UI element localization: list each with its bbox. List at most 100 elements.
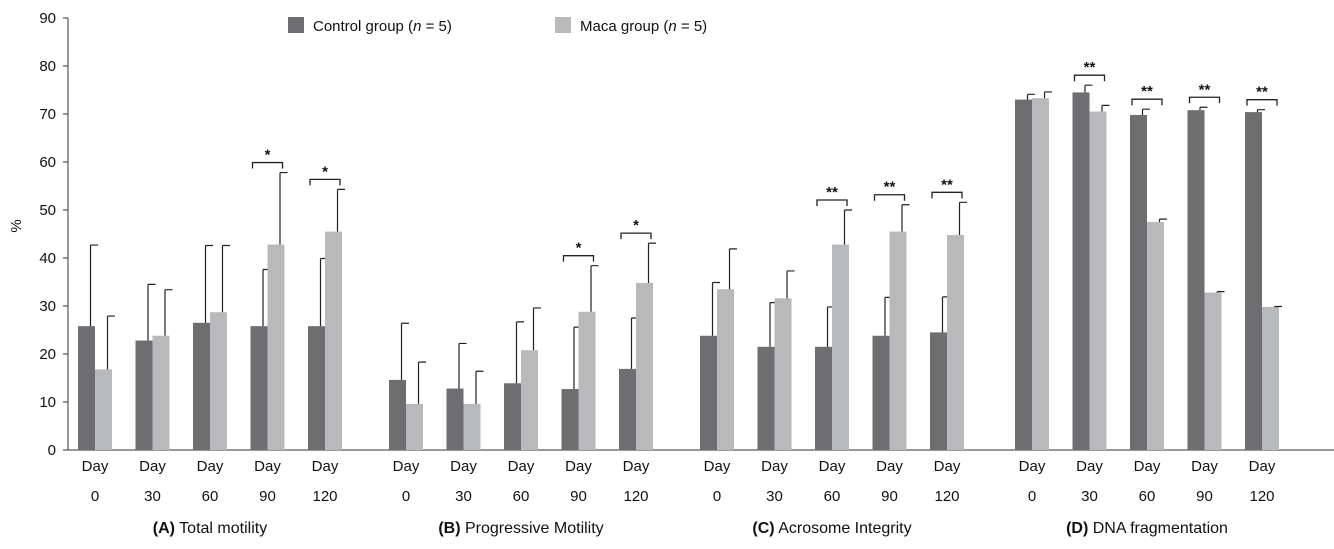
bar [815,347,832,450]
error-bar [591,266,599,312]
category-label-number: 0 [402,488,410,505]
category-label-day: Day [393,458,420,475]
panel-title: (C) Acrosome Integrity [752,520,911,537]
category-label-number: 90 [1196,488,1213,505]
bar [562,389,579,450]
category-label-number: 60 [824,488,841,505]
category-label-day: Day [1076,458,1103,475]
category-label-day: Day [1249,458,1276,475]
bar [832,245,849,450]
legend-label: Maca group (n = 5) [580,18,707,35]
error-bar [1102,105,1110,111]
error-bar [338,189,346,231]
bar [775,298,792,450]
error-bar [787,271,795,298]
y-tick-label: 70 [39,106,56,123]
y-tick-label: 10 [39,394,56,411]
bar [78,326,95,450]
error-bar [1085,85,1093,92]
category-label-number: 0 [713,488,721,505]
bar [95,369,112,450]
bar [1188,110,1205,450]
error-bar [1160,219,1168,222]
error-bar [1200,107,1208,110]
y-tick-label: 20 [39,346,56,363]
bar [619,369,636,450]
error-bar [459,343,467,388]
category-label-day: Day [623,458,650,475]
category-label-number: 0 [91,488,99,505]
significance-marker: ** [1141,83,1153,100]
bar [890,232,907,450]
significance-marker: * [576,240,582,257]
legend: Control group (n = 5) Maca group (n = 5) [288,17,707,35]
bar [1032,98,1049,450]
category-label-day: Day [704,458,731,475]
error-bar [1258,110,1266,112]
error-bar [223,246,231,313]
bar [268,245,285,450]
bar [930,332,947,450]
bar [636,283,653,450]
error-bar [1045,92,1053,98]
category-label-day: Day [876,458,903,475]
category-label-day: Day [508,458,535,475]
category-label-number: 90 [570,488,587,505]
error-bar [402,323,410,380]
bar [153,336,170,450]
error-bar [165,290,173,336]
bar [251,326,268,450]
y-tick-label: 60 [39,154,56,171]
bar [1262,307,1279,450]
legend-label: Control group (n = 5) [313,18,452,35]
y-tick-label: 90 [39,10,56,27]
significance-marker: ** [826,184,838,201]
category-label-day: Day [139,458,166,475]
bar [464,404,481,450]
significance-marker: ** [941,176,953,193]
bar [136,341,153,450]
category-label-number: 90 [259,488,276,505]
error-bar [91,245,99,326]
bar [504,383,521,450]
y-tick-label: 50 [39,202,56,219]
significance-marker: * [265,147,271,164]
significance-marker: ** [1256,84,1268,101]
category-label-number: 30 [455,488,472,505]
bar [947,235,964,450]
category-label-number: 60 [513,488,530,505]
category-label-day: Day [82,458,109,475]
category-label-day: Day [450,458,477,475]
y-tick-label: 80 [39,58,56,75]
category-label-number: 120 [312,488,337,505]
category-label-number: 30 [144,488,161,505]
panel-title: (D) DNA fragmentation [1066,520,1228,537]
y-axis-title: % [8,219,25,232]
bar [389,380,406,450]
bar [193,323,210,450]
error-bar [649,243,657,283]
significance-marker: ** [1199,81,1211,98]
category-label-day: Day [197,458,224,475]
bar [1090,112,1107,450]
bar [1245,112,1262,450]
bar [406,404,423,450]
bar [325,232,342,450]
category-label-number: 30 [1081,488,1098,505]
legend-swatch [288,17,304,33]
category-label-number: 60 [202,488,219,505]
bar [308,326,325,450]
y-tick-label: 30 [39,298,56,315]
bar [579,312,596,450]
error-bar [206,246,214,323]
bar [521,350,538,450]
category-label-day: Day [761,458,788,475]
category-label-day: Day [934,458,961,475]
category-label-number: 120 [1249,488,1274,505]
category-label-day: Day [1134,458,1161,475]
category-label-day: Day [1019,458,1046,475]
bar [873,336,890,450]
category-label-number: 60 [1139,488,1156,505]
